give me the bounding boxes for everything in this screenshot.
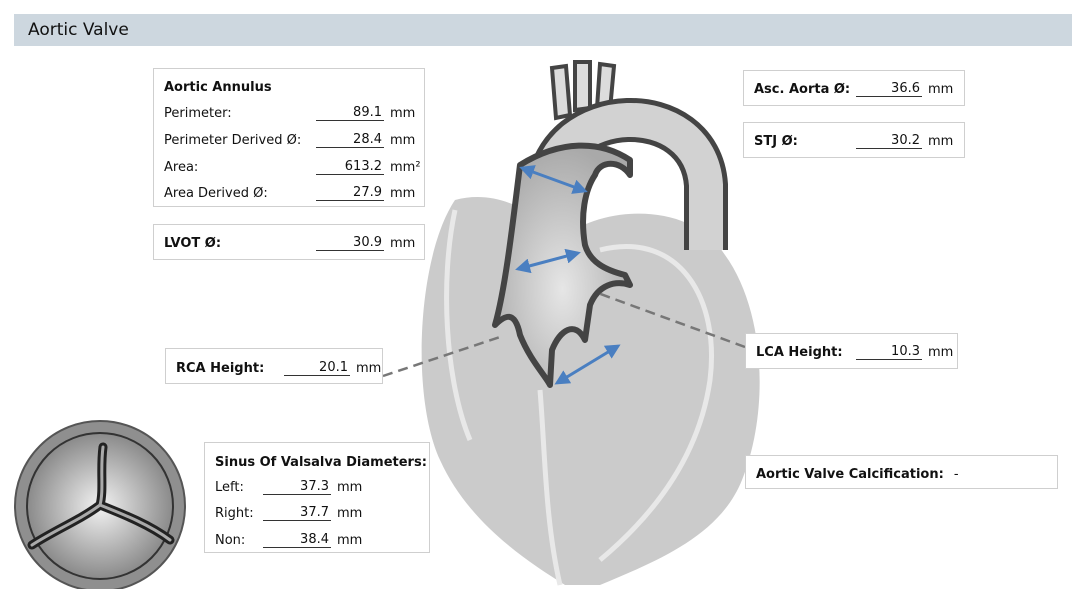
asc-aorta-box: Asc. Aorta Ø: 36.6 mm (743, 70, 965, 106)
field-label: Asc. Aorta Ø: (754, 82, 851, 97)
field-value: - (953, 467, 959, 482)
field-value: 37.3 (263, 479, 331, 495)
field-row: LVOT Ø: 30.9 mm (164, 231, 415, 251)
field-value: 27.9 (316, 185, 384, 201)
field-unit: mm (928, 82, 954, 97)
sinus-box: Sinus Of Valsalva Diameters: Left: 37.3 mm… (204, 442, 430, 553)
field-label: Aortic Valve Calcification: (756, 467, 944, 482)
rca-box: RCA Height: 20.1 mm (165, 348, 383, 384)
field-value: 38.4 (263, 532, 331, 548)
field-row: Area Derived Ø: 27.9 mm (164, 181, 415, 201)
field-label: Area: (164, 160, 199, 175)
lca-box: LCA Height: 10.3 mm (745, 333, 958, 369)
aortic-branches (549, 60, 617, 121)
valve-icon (14, 420, 186, 589)
field-value: 28.4 (316, 132, 384, 148)
calcification-box: Aortic Valve Calcification: - (745, 455, 1058, 489)
field-row: Perimeter: 89.1 mm (164, 101, 415, 121)
field-label: Perimeter Derived Ø: (164, 133, 302, 148)
field-unit: mm² (390, 160, 421, 175)
field-unit: mm (928, 134, 954, 149)
field-label: Right: (215, 506, 254, 521)
leader-line (382, 335, 501, 378)
field-value: 30.2 (856, 133, 922, 149)
annulus-box: Aortic Annulus Perimeter: 89.1 mm Perimete… (153, 68, 425, 207)
field-unit: mm (390, 236, 416, 251)
field-unit: mm (928, 345, 954, 360)
measure-arrow (515, 248, 581, 274)
field-unit: mm (337, 506, 363, 521)
field-label: Area Derived Ø: (164, 186, 268, 201)
field-row: Left: 37.3 mm (215, 475, 362, 495)
field-row: Perimeter Derived Ø: 28.4 mm (164, 128, 415, 148)
field-label: LVOT Ø: (164, 236, 222, 251)
field-row: Non: 38.4 mm (215, 528, 362, 548)
leader-line (594, 290, 746, 349)
field-label: STJ Ø: (754, 134, 798, 149)
field-unit: mm (356, 361, 382, 376)
header-bar: Aortic Valve (14, 14, 1072, 46)
annulus-title: Aortic Annulus (164, 80, 272, 95)
field-value: 10.3 (856, 344, 922, 360)
field-unit: mm (390, 106, 416, 121)
stj-box: STJ Ø: 30.2 mm (743, 122, 965, 158)
field-unit: mm (337, 533, 363, 548)
sinus-title: Sinus Of Valsalva Diameters: (215, 455, 427, 470)
field-label: Non: (215, 533, 246, 548)
field-value: 30.9 (316, 235, 384, 251)
field-value: 37.7 (263, 505, 331, 521)
field-row: STJ Ø: 30.2 mm (754, 129, 953, 149)
measure-arrow (554, 344, 621, 385)
header-title: Aortic Valve (28, 20, 129, 40)
field-row: Right: 37.7 mm (215, 501, 362, 521)
field-row: RCA Height: 20.1 mm (176, 356, 381, 376)
field-row: Area: 613.2 mm² (164, 155, 421, 175)
field-unit: mm (390, 186, 416, 201)
field-value: 89.1 (316, 105, 384, 121)
field-value: 613.2 (316, 159, 384, 175)
field-label: RCA Height: (176, 361, 265, 376)
field-value: 20.1 (284, 360, 350, 376)
field-label: Perimeter: (164, 106, 232, 121)
field-row: LCA Height: 10.3 mm (756, 340, 953, 360)
measure-arrow (519, 165, 588, 194)
field-unit: mm (390, 133, 416, 148)
field-row: Aortic Valve Calcification: - (756, 462, 959, 482)
field-label: LCA Height: (756, 345, 843, 360)
field-row: Asc. Aorta Ø: 36.6 mm (754, 77, 953, 97)
field-unit: mm (337, 480, 363, 495)
field-label: Left: (215, 480, 244, 495)
field-value: 36.6 (856, 81, 922, 97)
lvot-box: LVOT Ø: 30.9 mm (153, 224, 425, 260)
heart-contour (444, 209, 714, 586)
